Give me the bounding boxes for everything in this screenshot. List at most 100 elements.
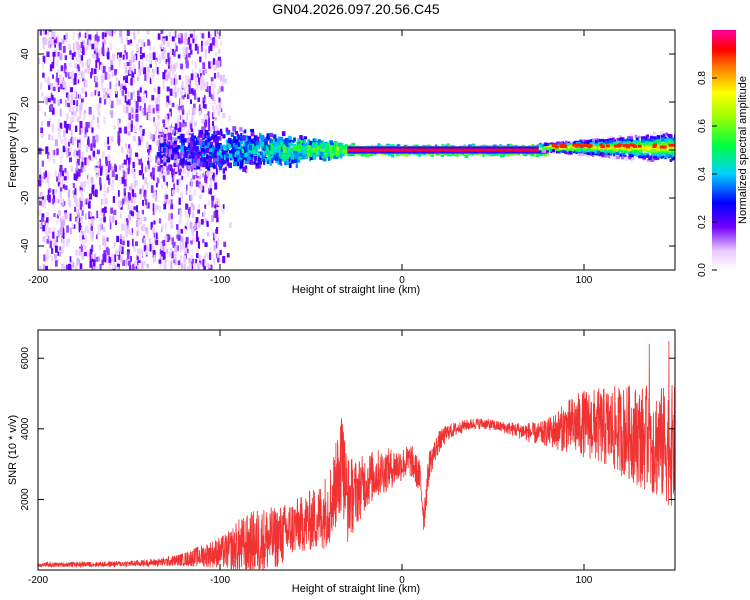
heatmap-cell <box>128 214 131 220</box>
heatmap-cell <box>175 129 179 134</box>
heatmap-cell <box>88 39 91 47</box>
heatmap-cell <box>141 52 145 58</box>
heatmap-cell <box>143 67 147 75</box>
heatmap-cell <box>135 53 138 61</box>
heatmap-cell <box>162 175 166 182</box>
heatmap-cell <box>81 61 85 68</box>
heatmap-cell <box>79 120 83 128</box>
heatmap-cell <box>51 32 54 38</box>
heatmap-cell <box>613 139 617 143</box>
heatmap-cell <box>257 152 261 156</box>
heatmap-cell <box>38 209 42 215</box>
heatmap-cell <box>78 149 81 155</box>
heatmap-cell <box>169 145 173 150</box>
heatmap-cell <box>195 258 198 264</box>
heatmap-cell <box>189 221 193 230</box>
heatmap-cell <box>162 142 166 148</box>
heatmap-cell <box>215 240 218 249</box>
heatmap-cell <box>48 188 52 193</box>
heatmap-cell <box>67 149 71 157</box>
heatmap-cell <box>603 154 608 158</box>
heatmap-cell <box>198 204 200 209</box>
heatmap-cell <box>132 161 135 168</box>
heatmap-cell <box>653 157 657 161</box>
heatmap-cell <box>190 178 193 187</box>
heatmap-cell <box>165 159 170 163</box>
heatmap-cell <box>164 259 167 265</box>
heatmap-cell <box>237 160 240 167</box>
heatmap-cell <box>129 153 132 161</box>
heatmap-cell <box>44 111 47 117</box>
heatmap-cell <box>46 30 49 36</box>
heatmap-cell <box>175 163 180 167</box>
heatmap-cell <box>92 115 95 121</box>
heatmap-cell <box>127 204 130 210</box>
heatmap-cell <box>202 130 206 136</box>
heatmap-cell <box>148 57 152 65</box>
heatmap-cell <box>676 139 680 142</box>
heatmap-cell <box>152 250 156 259</box>
heatmap-cell <box>89 231 92 236</box>
heatmap-cell <box>153 165 157 170</box>
heatmap-cell <box>213 245 216 252</box>
heatmap-cell <box>233 136 236 140</box>
heatmap-cell <box>332 147 336 154</box>
heatmap-cell <box>219 160 224 164</box>
heatmap-cell <box>94 34 98 41</box>
heatmap-cell <box>131 167 134 175</box>
heatmap-cell <box>250 132 255 137</box>
heatmap-cell <box>326 151 331 156</box>
heatmap-cell <box>351 142 356 148</box>
heatmap-cell <box>192 30 196 39</box>
heatmap-cell <box>178 169 182 176</box>
heatmap-cell <box>79 185 83 192</box>
heatmap-cell <box>115 220 117 226</box>
heatmap-cell <box>86 144 89 152</box>
heatmap-cell <box>200 160 203 166</box>
heatmap-cell <box>72 262 75 268</box>
heatmap-cell <box>46 211 50 217</box>
heatmap-cell <box>123 187 127 193</box>
heatmap-cell <box>63 63 67 70</box>
heatmap-cell <box>190 49 193 55</box>
heatmap-cell <box>59 164 63 173</box>
heatmap-cell <box>130 205 133 212</box>
heatmap-cell <box>152 70 155 77</box>
heatmap-cell <box>165 190 167 199</box>
heatmap-cell <box>185 146 188 151</box>
heatmap-cell <box>122 80 125 87</box>
heatmap-cell <box>69 213 72 222</box>
heatmap-cell <box>104 169 108 176</box>
heatmap-cell <box>192 263 197 270</box>
heatmap-cell <box>186 77 190 85</box>
heatmap-cell <box>117 200 121 208</box>
heatmap-cell <box>188 263 192 270</box>
heatmap-cell <box>236 149 240 153</box>
heatmap-cell <box>92 266 96 270</box>
heatmap-cell <box>188 148 193 153</box>
heatmap-cell <box>102 226 106 233</box>
heatmap-cell <box>570 140 573 144</box>
heatmap-cell <box>323 148 328 153</box>
heatmap-cell <box>162 153 167 158</box>
heatmap-cell <box>90 119 94 125</box>
heatmap-cell <box>261 141 265 146</box>
heatmap-cell <box>211 149 215 155</box>
heatmap-cell <box>69 72 72 78</box>
heatmap-cell <box>51 107 55 115</box>
heatmap-cell <box>72 42 75 51</box>
heatmap-cell <box>214 177 217 185</box>
heatmap-cell <box>206 172 210 178</box>
heatmap-cell <box>187 140 190 148</box>
heatmap-cell <box>164 262 167 270</box>
heatmap-cell <box>104 91 108 98</box>
heatmap-cell <box>299 151 302 157</box>
heatmap-cell <box>186 113 188 121</box>
heatmap-cell <box>195 248 199 253</box>
heatmap-cell <box>86 197 89 203</box>
heatmap-cell <box>44 226 47 234</box>
heatmap-cell <box>176 179 179 185</box>
heatmap-cell <box>675 142 678 145</box>
heatmap-cell <box>152 106 156 111</box>
heatmap-cell <box>84 198 87 205</box>
